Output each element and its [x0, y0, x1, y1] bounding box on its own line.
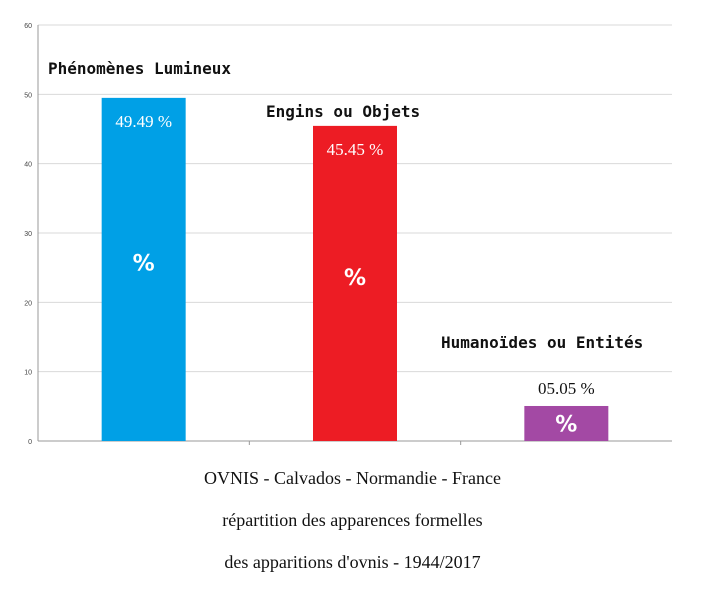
y-tick-label: 20 — [24, 300, 32, 307]
category-label-0: Phénomènes Lumineux — [48, 59, 231, 78]
caption-line-1: OVNIS - Calvados - Normandie - France — [204, 468, 501, 488]
bar-percent-mark: % — [344, 266, 366, 291]
y-axis: 0 10 20 30 40 50 60 — [24, 23, 32, 446]
y-tick-label: 50 — [24, 92, 32, 99]
bar — [101, 97, 186, 442]
data-label: 45.45 % — [327, 140, 384, 159]
y-tick-label: 40 — [24, 162, 32, 169]
bar-percent-mark: % — [555, 412, 577, 437]
category-label-1: Engins ou Objets — [266, 102, 420, 121]
y-tick-label: 10 — [24, 370, 32, 377]
caption-line-3: des apparitions d'ovnis - 1944/2017 — [224, 552, 481, 572]
caption-line-2: répartition des apparences formelles — [222, 510, 483, 530]
bar — [313, 125, 397, 441]
bar-chart: 0 10 20 30 40 50 60 49.49 %% 45.45 %% 05.05 %% P… — [24, 23, 672, 446]
bar-percent-mark: % — [133, 252, 155, 277]
y-tick-label: 30 — [24, 231, 32, 238]
data-label: 05.05 % — [538, 379, 595, 398]
y-tick-label: 60 — [24, 23, 32, 30]
bars: 49.49 %% 45.45 %% 05.05 %% — [101, 97, 609, 442]
bar — [524, 405, 609, 441]
category-label-2: Humanoïdes ou Entités — [441, 333, 643, 352]
data-label: 49.49 % — [115, 112, 172, 131]
y-tick-label: 0 — [28, 439, 32, 446]
